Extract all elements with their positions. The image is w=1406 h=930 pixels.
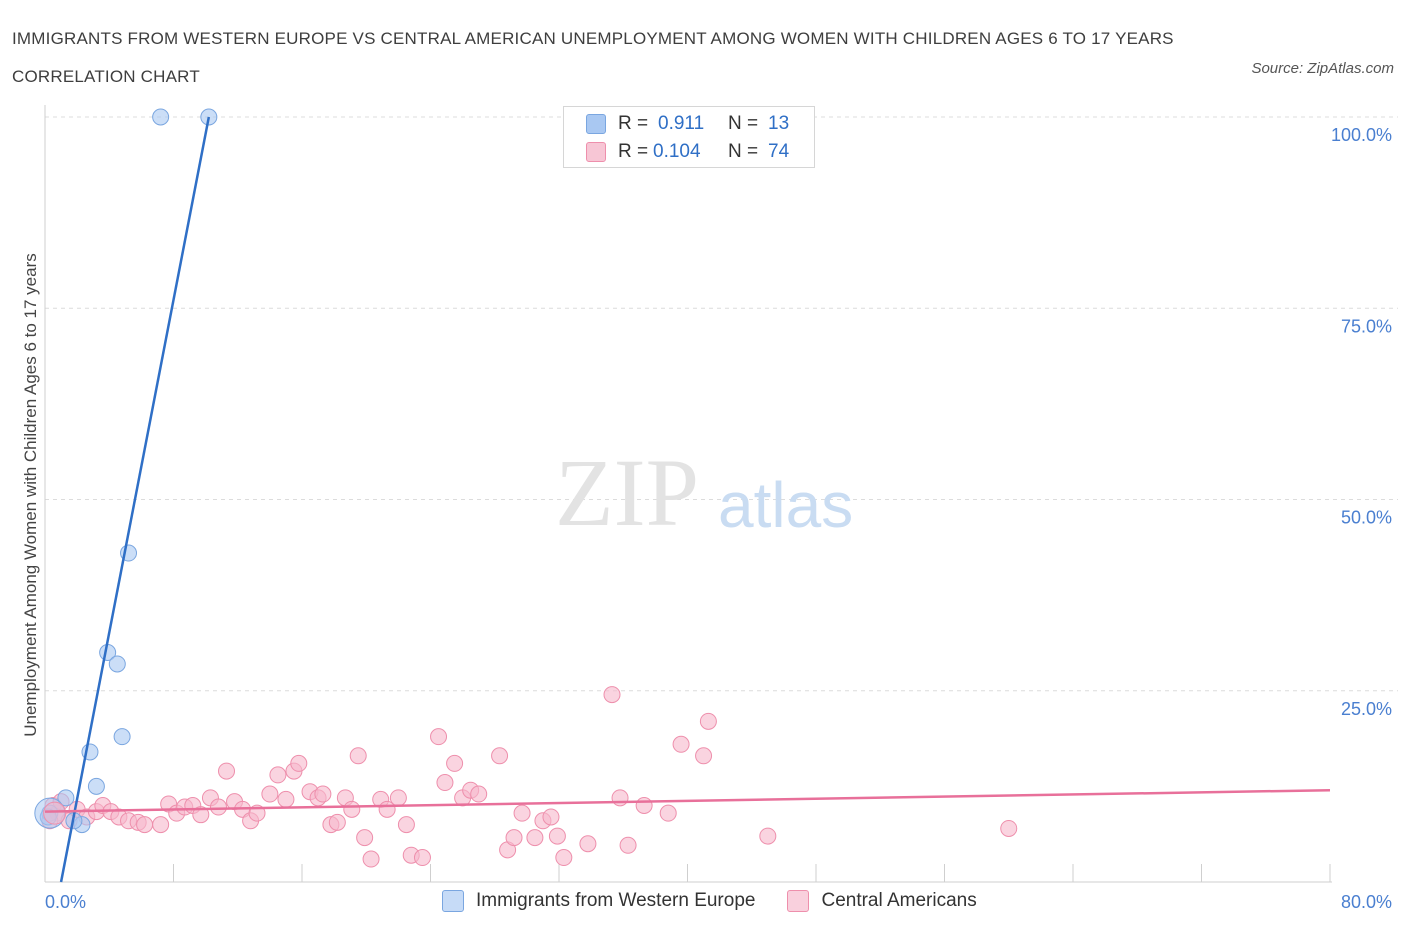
central-americans-point <box>611 789 629 807</box>
central-americans-point <box>579 835 597 853</box>
r-label: R = <box>618 141 649 162</box>
central-americans-point <box>699 712 717 730</box>
central-americans-point <box>136 816 154 834</box>
central-americans-point <box>413 849 431 867</box>
y-tick-label: 100.0% <box>1331 125 1392 145</box>
central-americans-point <box>277 790 295 808</box>
watermark: ZIP atlas <box>555 439 853 546</box>
legend-item-western-europe[interactable]: Immigrants from Western Europe <box>442 890 755 912</box>
central-americans-point <box>209 798 227 816</box>
grid-lines <box>45 116 1398 692</box>
central-americans-point <box>389 789 407 807</box>
x-tick-label: 0.0% <box>45 892 86 912</box>
legend-swatch-pink <box>787 890 810 912</box>
central-americans-point <box>218 762 236 780</box>
central-americans-point <box>635 797 653 814</box>
y-axis-label: Unemployment Among Women with Children A… <box>21 253 40 737</box>
central-americans-point <box>470 785 488 803</box>
central-americans-point <box>362 850 380 868</box>
n-value: 74 <box>768 141 790 162</box>
axes <box>44 105 1332 883</box>
western-europe-point <box>113 728 131 746</box>
central-americans-point <box>548 827 566 845</box>
central-americans-point <box>513 804 531 822</box>
y-tick-label: 25.0% <box>1341 699 1392 719</box>
western-europe-point <box>57 789 75 807</box>
y-tick-label: 75.0% <box>1341 316 1392 336</box>
r-value: 0.104 <box>653 141 701 162</box>
central-americans-point <box>759 827 777 845</box>
n-value: 13 <box>768 113 790 134</box>
watermark-zip: ZIP <box>555 439 699 546</box>
data-points <box>34 108 1018 868</box>
correlation-legend: R = 0.911 N = 13 R = 0.104 N = 74 <box>563 106 815 168</box>
central-americans-point <box>695 747 713 765</box>
legend-swatch-blue <box>586 114 606 134</box>
n-label: N = <box>728 113 759 134</box>
central-americans-point-cluster <box>43 801 67 825</box>
central-americans-point <box>603 686 621 704</box>
x-tick-label: 80.0% <box>1341 892 1392 912</box>
r-value: 0.911 <box>658 113 705 134</box>
n-label: N = <box>728 141 759 162</box>
series-legend: Immigrants from Western Europe Central A… <box>442 890 1009 912</box>
central-americans-point <box>446 754 464 772</box>
watermark-atlas: atlas <box>718 469 853 541</box>
legend-swatch-pink <box>586 142 606 162</box>
central-americans-point <box>290 754 308 772</box>
central-americans-point <box>542 808 560 826</box>
y-tick-label: 50.0% <box>1341 508 1392 528</box>
central-americans-point <box>526 829 544 847</box>
tick-labels: 25.0% 50.0% 75.0% 100.0% 0.0% 80.0% <box>45 125 1392 912</box>
central-americans-point <box>491 747 509 765</box>
central-americans-point <box>430 728 448 746</box>
central-americans-point <box>672 735 690 753</box>
legend-swatch-blue <box>442 890 464 912</box>
legend-label: Central Americans <box>821 890 977 911</box>
central-americans-point <box>505 829 523 847</box>
central-americans-point <box>314 785 332 803</box>
western-europe-point <box>152 108 170 126</box>
legend-row-western-europe: R = 0.911 N = 13 <box>586 113 789 135</box>
central-americans-point <box>152 816 170 834</box>
source-label: Source: ZipAtlas.com <box>1251 60 1394 77</box>
central-americans-point <box>349 747 367 765</box>
central-americans-point <box>328 813 346 831</box>
central-americans-point <box>1000 819 1018 837</box>
central-americans-point <box>555 849 573 867</box>
legend-label: Immigrants from Western Europe <box>476 890 756 911</box>
legend-item-central-americans[interactable]: Central Americans <box>787 890 977 912</box>
chart-title: IMMIGRANTS FROM WESTERN EUROPE VS CENTRA… <box>12 29 1174 86</box>
legend-row-central-americans: R = 0.104 N = 74 <box>586 141 789 163</box>
central-americans-trend-line <box>44 788 1331 813</box>
central-americans-point <box>397 816 415 834</box>
western-europe-point <box>87 777 105 795</box>
central-americans-point <box>436 774 454 792</box>
central-americans-point <box>356 829 374 847</box>
western-europe-point <box>108 655 126 673</box>
central-americans-point <box>261 785 279 803</box>
central-americans-point <box>192 806 210 824</box>
central-americans-point <box>343 800 361 818</box>
central-americans-point <box>269 766 287 784</box>
central-americans-point <box>619 836 637 854</box>
central-americans-point <box>659 804 677 822</box>
r-label: R = <box>618 113 649 134</box>
western-europe-trend-line <box>59 116 211 883</box>
trend-lines <box>44 116 1331 883</box>
